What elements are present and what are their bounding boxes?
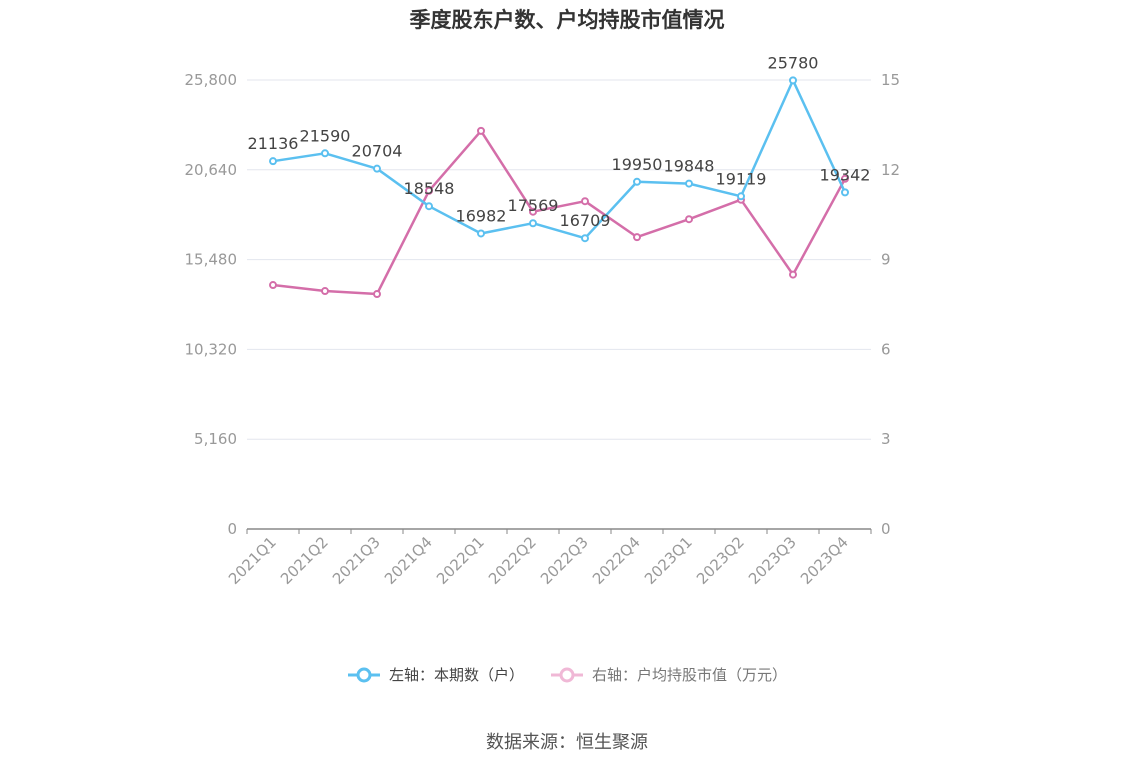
data-point-left (269, 157, 277, 166)
data-label: 19342 (820, 165, 871, 184)
left-axis-tick-label: 25,800 (185, 71, 238, 89)
x-axis-tick-label: 2022Q3 (537, 533, 592, 588)
series-line-right (272, 129, 847, 296)
data-label: 21590 (300, 126, 351, 145)
data-point-right (529, 207, 537, 216)
data-point-left (477, 229, 485, 238)
data-point-right (269, 281, 277, 290)
right-axis-tick-label: 6 (881, 340, 891, 358)
data-point-left (581, 234, 589, 243)
data-label: 18548 (404, 179, 455, 198)
right-axis-tick-label: 15 (881, 71, 900, 89)
left-axis-tick-label: 10,320 (185, 340, 238, 358)
data-point-right (789, 270, 797, 279)
x-axis-tick-label: 2021Q3 (329, 533, 384, 588)
right-axis-tick-label: 12 (881, 161, 900, 179)
legend-item-left-series[interactable]: 左轴：本期数（户） (347, 664, 524, 685)
x-axis-tick-label: 2022Q4 (589, 533, 644, 588)
data-point-left (841, 188, 849, 197)
data-label: 19848 (664, 157, 715, 176)
data-label: 17569 (508, 196, 559, 215)
data-label: 21136 (248, 134, 299, 153)
data-label: 20704 (352, 142, 403, 161)
data-label: 25780 (768, 53, 819, 72)
right-axis-tick-label: 9 (881, 251, 891, 269)
data-point-right (373, 290, 381, 299)
data-point-left (321, 149, 329, 158)
data-point-right (841, 174, 849, 183)
data-point-right (685, 215, 693, 224)
grid-lines (247, 79, 871, 440)
legend-marker-icon (347, 667, 380, 682)
x-axis-tick-label: 2023Q2 (693, 533, 748, 588)
data-label: 16982 (456, 206, 507, 225)
data-point-left (373, 164, 381, 173)
data-point-left (633, 177, 641, 186)
data-point-right (581, 197, 589, 206)
legend-item-right-series[interactable]: 右轴：户均持股市值（万元） (550, 664, 787, 685)
x-axis-tick-label: 2023Q4 (797, 533, 852, 588)
legend-label-left-series: 左轴：本期数（户） (388, 666, 524, 684)
data-point-right (321, 287, 329, 296)
x-axis-tick-label: 2022Q1 (433, 533, 488, 588)
x-axis-tick-label: 2021Q2 (277, 533, 332, 588)
data-point-left (425, 202, 433, 211)
series (269, 76, 849, 299)
data-point-left (737, 192, 745, 201)
legend-marker-icon (551, 667, 583, 682)
left-axis-tick-label: 15,480 (185, 251, 238, 269)
x-axis-tick-label: 2021Q4 (381, 533, 436, 588)
x-axis-tick-label: 2021Q1 (225, 533, 280, 588)
series-line-left (272, 79, 847, 240)
right-axis-tick-label: 0 (881, 520, 891, 538)
data-point-right (425, 186, 433, 195)
left-axis-tick-label: 5,160 (194, 430, 237, 448)
x-axis-tick-label: 2023Q1 (641, 533, 696, 588)
data-label: 16709 (560, 211, 611, 230)
legend-label-right-series: 右轴：户均持股市值（万元） (592, 666, 788, 684)
data-label: 19950 (612, 155, 663, 174)
data-point-right (633, 233, 641, 242)
x-axis-tick-label: 2023Q3 (745, 533, 800, 588)
data-point-right (477, 126, 485, 135)
left-axis-tick-label: 20,640 (185, 161, 238, 179)
source-note: 数据来源：恒生聚源 (486, 732, 648, 753)
data-label: 19119 (716, 169, 767, 188)
data-point-left (789, 76, 797, 85)
legend: 左轴：本期数（户） 右轴：户均持股市值（万元） (0, 664, 1134, 685)
right-axis-tick-label: 3 (881, 430, 891, 448)
data-point-left (529, 219, 537, 228)
data-point-left (685, 179, 693, 188)
chart-title: 季度股东户数、户均持股市值情况 (409, 8, 725, 32)
x-axis-tick-label: 2022Q2 (485, 533, 540, 588)
left-axis-tick-label: 0 (227, 520, 237, 538)
